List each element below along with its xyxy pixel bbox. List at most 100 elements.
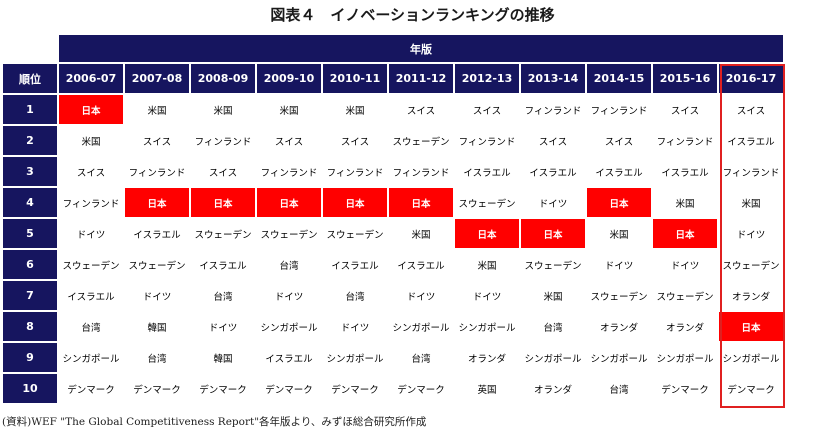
country-cell: シンガポール (653, 343, 717, 372)
country-cell: オランダ (719, 281, 783, 310)
edition-group-header: 年版 (59, 35, 783, 62)
source-note: (資料)WEF "The Global Competitiveness Repo… (2, 416, 427, 428)
country-cell: ドイツ (455, 281, 519, 310)
country-cell: 米国 (59, 126, 123, 155)
rank-cell: 2 (3, 126, 57, 155)
table-row: 9 シンガポール 台湾 韓国 イスラエル シンガポール 台湾 オランダ シンガポール シンガポール… (3, 343, 783, 372)
country-cell-highlighted: 日本 (59, 95, 123, 124)
year-header: 2016-17 (719, 64, 783, 93)
year-header: 2011-12 (389, 64, 453, 93)
country-cell: スイス (323, 126, 387, 155)
country-cell: スイス (191, 157, 255, 186)
country-cell: フィンランド (719, 157, 783, 186)
country-cell-highlighted: 日本 (389, 188, 453, 217)
year-header-row: 順位 2006-07 2007-08 2008-09 2009-10 2010-11 20… (3, 64, 783, 93)
country-cell: 台湾 (59, 312, 123, 341)
rank-cell: 7 (3, 281, 57, 310)
country-cell: 米国 (323, 95, 387, 124)
table-row: 5 ドイツ イスラエル スウェーデン スウェーデン スウェーデン 米国 日本 日本 米国 日本 ドイツ (3, 219, 783, 248)
country-cell: シンガポール (455, 312, 519, 341)
country-cell: ドイツ (653, 250, 717, 279)
rank-cell: 1 (3, 95, 57, 124)
country-cell: スウェーデン (455, 188, 519, 217)
country-cell: デンマーク (59, 374, 123, 403)
country-cell-highlighted: 日本 (323, 188, 387, 217)
country-cell: フィンランド (125, 157, 189, 186)
corner-blank (3, 35, 57, 62)
country-cell: フィンランド (653, 126, 717, 155)
rank-cell: 8 (3, 312, 57, 341)
country-cell: 米国 (719, 188, 783, 217)
country-cell: スイス (653, 95, 717, 124)
country-cell: スウェーデン (587, 281, 651, 310)
country-cell: シンガポール (389, 312, 453, 341)
country-cell: ドイツ (521, 188, 585, 217)
country-cell: スイス (719, 95, 783, 124)
country-cell: ドイツ (125, 281, 189, 310)
country-cell: 米国 (587, 219, 651, 248)
country-cell: イスラエル (59, 281, 123, 310)
country-cell: デンマーク (191, 374, 255, 403)
country-cell: イスラエル (719, 126, 783, 155)
country-cell: シンガポール (587, 343, 651, 372)
country-cell: フィンランド (323, 157, 387, 186)
country-cell: フィンランド (257, 157, 321, 186)
country-cell: スイス (257, 126, 321, 155)
ranking-body: 1 日本 米国 米国 米国 米国 スイス スイス フィンランド フィンランド スイス スイス 2 米国 スイ… (3, 95, 783, 403)
country-cell: イスラエル (323, 250, 387, 279)
country-cell: オランダ (521, 374, 585, 403)
year-header: 2013-14 (521, 64, 585, 93)
country-cell-highlighted: 日本 (455, 219, 519, 248)
table-row: 3 スイス フィンランド スイス フィンランド フィンランド フィンランド イスラエル イスラエ… (3, 157, 783, 186)
country-cell: シンガポール (323, 343, 387, 372)
country-cell: デンマーク (653, 374, 717, 403)
country-cell: スウェーデン (653, 281, 717, 310)
country-cell-highlighted: 日本 (587, 188, 651, 217)
country-cell: ドイツ (389, 281, 453, 310)
country-cell: 米国 (191, 95, 255, 124)
year-header: 2012-13 (455, 64, 519, 93)
country-cell: スイス (59, 157, 123, 186)
country-cell: スイス (587, 126, 651, 155)
country-cell: フィンランド (191, 126, 255, 155)
country-cell: イスラエル (257, 343, 321, 372)
country-cell: 米国 (653, 188, 717, 217)
country-cell: デンマーク (257, 374, 321, 403)
country-cell-highlighted: 日本 (719, 312, 783, 341)
country-cell: イスラエル (455, 157, 519, 186)
header-group-row: 年版 (3, 35, 783, 62)
country-cell: スウェーデン (719, 250, 783, 279)
country-cell: イスラエル (521, 157, 585, 186)
country-cell: 台湾 (389, 343, 453, 372)
country-cell: デンマーク (389, 374, 453, 403)
country-cell: 米国 (257, 95, 321, 124)
country-cell: デンマーク (125, 374, 189, 403)
country-cell: デンマーク (719, 374, 783, 403)
country-cell: 台湾 (191, 281, 255, 310)
country-cell: 台湾 (521, 312, 585, 341)
country-cell: ドイツ (59, 219, 123, 248)
table-row: 10 デンマーク デンマーク デンマーク デンマーク デンマーク デンマーク 英国 オランダ 台湾… (3, 374, 783, 403)
country-cell: スウェーデン (521, 250, 585, 279)
country-cell: 米国 (389, 219, 453, 248)
table-row: 4 フィンランド 日本 日本 日本 日本 日本 スウェーデン ドイツ 日本 米国 米国 (3, 188, 783, 217)
country-cell: 英国 (455, 374, 519, 403)
country-cell: 韓国 (191, 343, 255, 372)
page-title: 図表４ イノベーションランキングの推移 (270, 6, 555, 24)
table-row: 1 日本 米国 米国 米国 米国 スイス スイス フィンランド フィンランド スイス スイス (3, 95, 783, 124)
year-header: 2015-16 (653, 64, 717, 93)
country-cell: 米国 (455, 250, 519, 279)
country-cell: シンガポール (719, 343, 783, 372)
country-cell: ドイツ (257, 281, 321, 310)
country-cell: フィンランド (59, 188, 123, 217)
year-header: 2010-11 (323, 64, 387, 93)
country-cell: オランダ (455, 343, 519, 372)
country-cell: シンガポール (59, 343, 123, 372)
table-row: 7 イスラエル ドイツ 台湾 ドイツ 台湾 ドイツ ドイツ 米国 スウェーデン スウェーデン オランダ (3, 281, 783, 310)
table-row: 2 米国 スイス フィンランド スイス スイス スウェーデン フィンランド スイス スイス フィンラ… (3, 126, 783, 155)
country-cell-highlighted: 日本 (653, 219, 717, 248)
country-cell: フィンランド (587, 95, 651, 124)
country-cell: イスラエル (191, 250, 255, 279)
country-cell: 米国 (125, 95, 189, 124)
country-cell: 台湾 (125, 343, 189, 372)
